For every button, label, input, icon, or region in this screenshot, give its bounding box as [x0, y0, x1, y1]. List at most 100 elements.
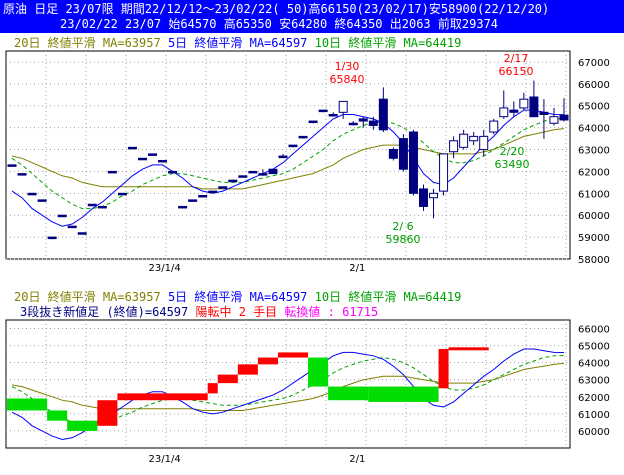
candle-body — [17, 173, 27, 176]
tlb-close-label: 3段抜き新値足 (終値)=64597 — [20, 304, 188, 319]
line-break-block — [67, 420, 98, 431]
candle-body — [137, 157, 147, 161]
line-break-block — [47, 410, 68, 421]
candle-body — [308, 120, 318, 124]
candle-body — [117, 192, 127, 196]
annotation-date: 2/17 — [504, 52, 529, 65]
top-x-tick-label: 2/1 — [349, 263, 365, 274]
candle-body — [228, 179, 238, 183]
header-bar — [0, 0, 624, 33]
bottom-y-tick-label: 64000 — [578, 359, 610, 370]
candle-body — [27, 192, 37, 196]
line-break-block — [207, 383, 218, 394]
top-plot-frame — [5, 50, 571, 260]
candle-body — [358, 118, 368, 122]
tlb-step-label: 2 手目 — [239, 305, 277, 319]
annotation-date: 1/30 — [335, 60, 360, 73]
candle-body — [87, 203, 97, 207]
tlb-state-label: 陽転中 — [195, 304, 231, 319]
bottom-legend-ma10: 10日 終値平滑 MA=64419 — [315, 289, 462, 304]
candle-body — [499, 107, 509, 118]
bottom-y-tick-label: 61000 — [578, 410, 610, 421]
candle-body — [459, 133, 469, 148]
line-break-block — [257, 357, 278, 365]
bottom-x-tick-label: 23/1/4 — [149, 454, 181, 465]
candle-body — [479, 135, 489, 151]
line-break-block — [328, 386, 369, 401]
top-y-tick-label: 66000 — [578, 80, 610, 91]
bottom-y-tick-label: 60000 — [578, 427, 610, 438]
candle-body — [408, 131, 418, 194]
candle-body — [238, 175, 248, 178]
top-x-tick-label: 23/1/4 — [149, 263, 181, 274]
header-line-1: 原油 日足 23/07限 期間22/12/12～23/02/22( 50)高66… — [3, 1, 549, 16]
candle-body — [519, 98, 529, 109]
candle-body — [7, 164, 17, 167]
candle-body — [378, 98, 388, 131]
line-break-block — [6, 398, 48, 411]
candle-body — [509, 109, 519, 113]
bottom-y-tick-label: 62000 — [578, 393, 610, 404]
top-y-tick-label: 59000 — [578, 233, 610, 244]
top-legend-ma20: 20日 終値平滑 MA=63957 — [14, 35, 161, 50]
candle-body — [178, 205, 188, 209]
bottom-y-tick-label: 66000 — [578, 325, 610, 336]
annotation-date: 2/20 — [500, 145, 525, 158]
candle-body — [338, 100, 348, 113]
candle-body — [439, 153, 449, 192]
candle-body — [328, 113, 338, 117]
candle-body — [258, 173, 268, 176]
annotation-value: 63490 — [495, 158, 530, 171]
bottom-legend-ma5: 5日 終値平滑 MA=64597 — [168, 289, 307, 304]
candle-body — [37, 199, 47, 202]
top-y-tick-label: 64000 — [578, 124, 610, 135]
header-line-2: 23/02/22 23/07 始64570 高65350 安64280 終643… — [60, 16, 498, 31]
line-break-block — [368, 386, 439, 402]
candle-body — [489, 120, 499, 133]
candlestick-panel — [5, 50, 571, 260]
top-legend: 20日 終値平滑 MA=63957 5日 終値平滑 MA=64597 10日 終… — [14, 35, 461, 50]
line-break-block — [277, 352, 309, 358]
candle-body — [318, 109, 328, 113]
tlb-reversal-label: 転換値 : 61715 — [284, 304, 378, 319]
candle-body — [158, 159, 168, 163]
top-y-tick-label: 60000 — [578, 211, 610, 222]
top-legend-ma10: 10日 終値平滑 MA=64419 — [315, 35, 462, 50]
line-break-block — [217, 374, 238, 384]
top-ma5-line — [11, 109, 565, 227]
candle-body — [198, 195, 208, 198]
top-legend-ma5: 5日 終値平滑 MA=64597 — [168, 35, 307, 50]
bottom-y-axis: 66000 65000 64000 63000 62000 61000 60000 — [578, 325, 610, 438]
top-x-axis: 23/1/4 2/1 — [149, 263, 366, 274]
candle-body — [208, 190, 218, 194]
line-break-block — [308, 357, 329, 387]
candle-body — [388, 149, 398, 159]
line-break-block — [237, 364, 258, 375]
candle-body — [47, 236, 57, 240]
candle-body — [278, 155, 288, 159]
top-y-axis: 67000 66000 65000 64000 63000 62000 61000 60000… — [578, 58, 610, 266]
candle-body — [539, 111, 549, 115]
top-y-tick-label: 62000 — [578, 167, 610, 178]
candle-body — [529, 96, 539, 118]
top-ma10-line — [11, 118, 565, 210]
candle-body — [107, 170, 117, 174]
annotation-value: 65840 — [330, 73, 365, 86]
candle-body — [57, 214, 67, 218]
candle-body — [97, 205, 107, 209]
candle-body — [559, 114, 569, 121]
line-break-block — [438, 349, 449, 389]
bottom-x-axis: 23/1/4 2/1 — [149, 454, 366, 465]
candle-body — [218, 186, 228, 189]
candle-body — [429, 192, 439, 199]
top-y-tick-label: 67000 — [578, 58, 610, 69]
bottom-legend-ma20: 20日 終値平滑 MA=63957 — [14, 289, 161, 304]
top-y-tick-label: 65000 — [578, 102, 610, 113]
bottom-ma10-line — [11, 355, 565, 427]
candle-body — [298, 135, 308, 139]
annotation-value: 59860 — [386, 233, 421, 246]
candle-body — [418, 188, 428, 207]
candle-body — [469, 135, 479, 142]
